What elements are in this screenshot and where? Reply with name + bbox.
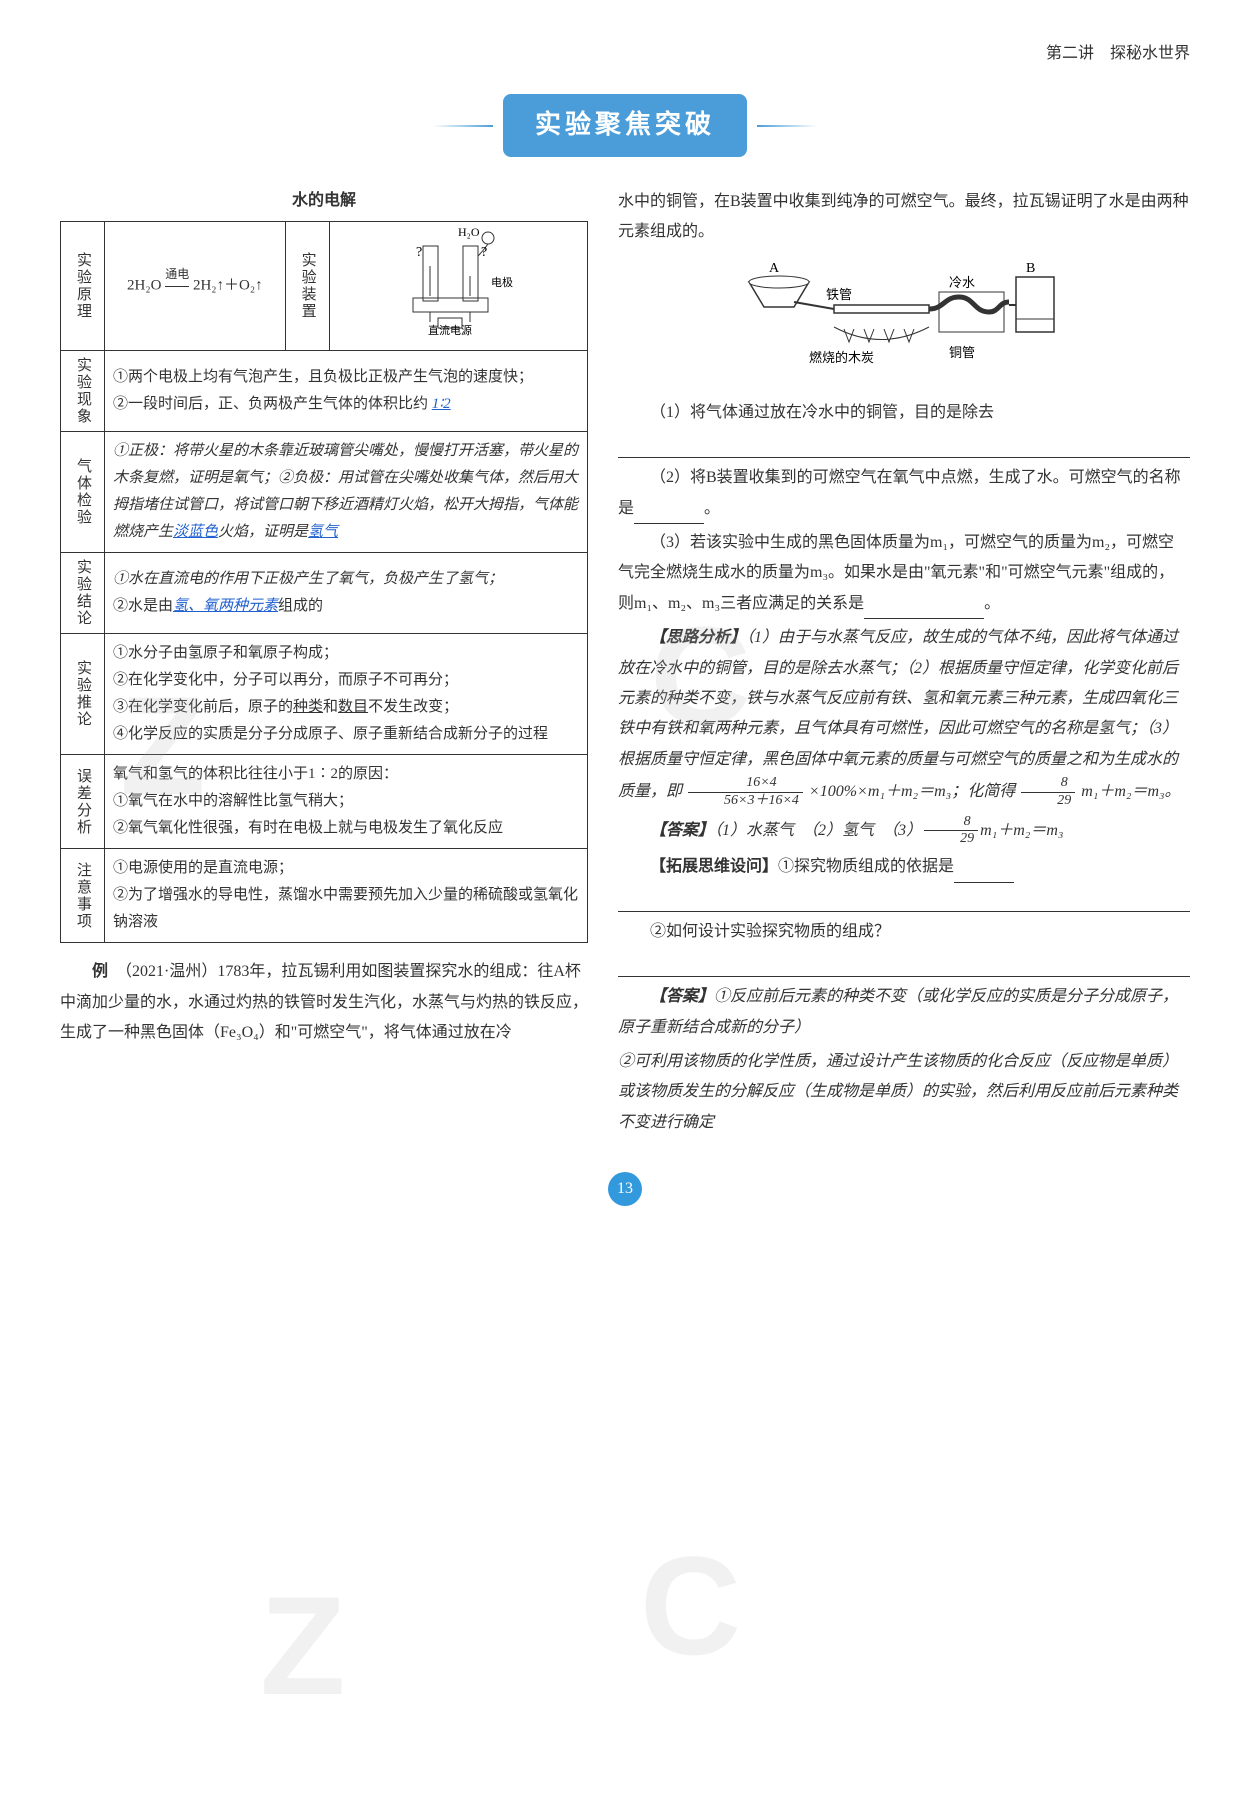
cell-notice: ①电源使用的是直流电源； ②为了增强水的导电性，蒸馏水中需要预先加入少量的稀硫酸…	[105, 849, 588, 943]
extension-q1: 【拓展思维设问】①探究物质组成的依据是	[618, 852, 1190, 882]
svg-text:电极: 电极	[491, 275, 513, 289]
row-label: 气体检验	[61, 432, 105, 553]
answer-blank[interactable]	[864, 602, 984, 620]
svg-text:铁管: 铁管	[826, 287, 852, 302]
electrolysis-table: 实验原理 2H₂O 通电 2H₂↑＋O₂↑ 实验装置 H₂O	[60, 221, 588, 943]
cell-phenomenon: ①两个电极上均有气泡产生，且负极比正极产生气泡的速度快； ②一段时间后，正、负两…	[105, 351, 588, 432]
question-2: （2）将B装置收集到的可燃空气在氧气中点燃，生成了水。可燃空气的名称是。	[618, 463, 1190, 524]
svg-text:铜管: 铜管	[949, 345, 975, 360]
row-label: 注意事项	[61, 849, 105, 943]
table-title: 水的电解	[60, 187, 588, 216]
svg-text:B: B	[1026, 261, 1035, 276]
svg-text:冷水: 冷水	[949, 275, 975, 290]
cell-device-diagram: H₂O ? ? 电极 直流电源	[329, 222, 587, 351]
watermark: Z	[260, 1520, 346, 1772]
row-label: 误差分析	[61, 755, 105, 849]
question-1: （1）将气体通过放在冷水中的铜管，目的是除去	[618, 398, 1190, 428]
page-number: 13	[60, 1172, 1190, 1206]
banner-title: 实验聚焦突破	[503, 94, 747, 157]
electrolysis-diagram: H₂O ? ? 电极 直流电源	[388, 226, 528, 336]
svg-text:燃烧的木炭: 燃烧的木炭	[809, 350, 874, 365]
cell-equation: 2H₂O 通电 2H₂↑＋O₂↑	[105, 222, 286, 351]
svg-text:直流电源: 直流电源	[428, 323, 472, 336]
row-label: 实验推论	[61, 634, 105, 755]
answer-blank[interactable]	[618, 433, 1190, 459]
answer-blank[interactable]	[618, 887, 1190, 913]
right-intro: 水中的铜管，在B装置中收集到纯净的可燃空气。最终，拉瓦锡证明了水是由两种元素组成…	[618, 187, 1190, 248]
watermark: C	[640, 1480, 741, 1732]
example-paragraph: 例 （2021·温州）1783年，拉瓦锡利用如图装置探究水的组成：往A杯中滴加少…	[60, 957, 588, 1048]
extension-q2: ②如何设计实验探究物质的组成？	[618, 917, 1190, 947]
answer-blank[interactable]	[954, 865, 1014, 883]
answer-paragraph: 【答案】（1）水蒸气 （2）氢气 （3）829m₁＋m₂＝m₃	[618, 814, 1190, 849]
svg-text:H₂O: H₂O	[458, 226, 480, 239]
lavoisier-diagram: A B 铁管 燃烧的木炭 冷水 铜管	[618, 257, 1190, 388]
cell-error: 氧气和氢气的体积比往往小于1∶2的原因： ①氧气在水中的溶解性比氢气稍大； ②氧…	[105, 755, 588, 849]
row-label: 实验现象	[61, 351, 105, 432]
cell-conclusion: ①水在直流电的作用下正极产生了氧气，负极产生了氢气； ②水是由氢、氧两种元素组成…	[105, 553, 588, 634]
extension-answer-2: ②可利用该物质的化学性质，通过设计产生该物质的化合反应（反应物是单质）或该物质发…	[618, 1047, 1190, 1138]
question-3: （3）若该实验中生成的黑色固体质量为m₁，可燃空气的质量为m₂，可燃空气完全燃烧…	[618, 528, 1190, 619]
row-label: 实验原理	[61, 222, 105, 351]
section-banner: 实验聚焦突破	[60, 94, 1190, 157]
extension-answer: 【答案】①反应前后元素的种类不变（或化学反应的实质是分子分成原子，原子重新结合成…	[618, 982, 1190, 1043]
cell-inference: ①水分子由氢原子和氧原子构成； ②在化学变化中，分子可以再分，而原子不可再分； …	[105, 634, 588, 755]
analysis-paragraph: 【思路分析】（1）由于与水蒸气反应，故生成的气体不纯，因此将气体通过放在冷水中的…	[618, 623, 1190, 810]
row-label: 实验装置	[285, 222, 329, 351]
page-header: 第二讲 探秘水世界	[60, 40, 1190, 69]
answer-blank[interactable]	[618, 952, 1190, 978]
cell-test: ①正极：将带火星的木条靠近玻璃管尖嘴处，慢慢打开活塞，带火星的木条复燃，证明是氧…	[105, 432, 588, 553]
svg-text:A: A	[769, 261, 780, 276]
row-label: 实验结论	[61, 553, 105, 634]
answer-blank[interactable]	[634, 506, 704, 524]
svg-text:?: ?	[416, 245, 422, 260]
svg-text:?: ?	[481, 245, 487, 260]
